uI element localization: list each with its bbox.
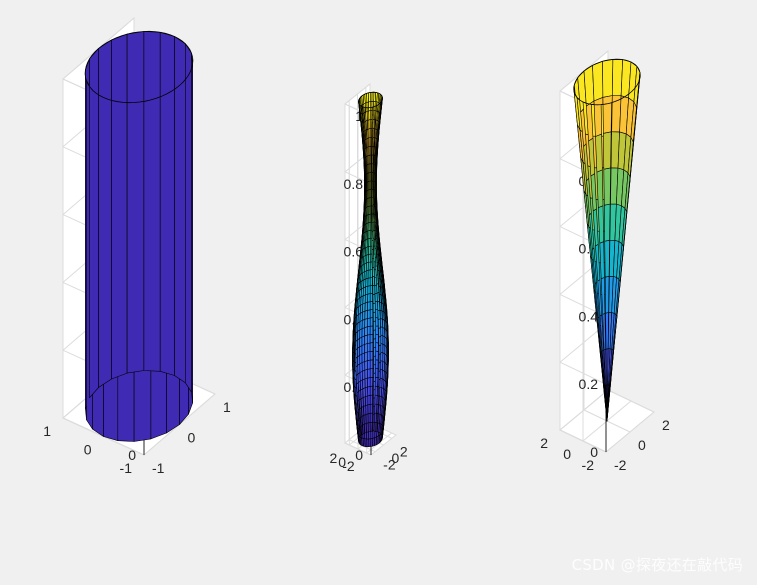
z-tick-label: 0 xyxy=(128,447,136,463)
surface-face xyxy=(359,345,363,356)
surface-face xyxy=(367,377,371,388)
y-tick-label: 0 xyxy=(563,446,571,462)
surface-face xyxy=(361,361,366,372)
z-tick-label: 0.8 xyxy=(344,176,364,192)
surface-face xyxy=(361,352,366,363)
surface-face xyxy=(364,351,368,362)
y-tick-label: 2 xyxy=(330,450,338,466)
surface-rim xyxy=(84,30,194,104)
z-tick-label: 0.2 xyxy=(579,376,599,392)
x-tick-label: 0 xyxy=(188,430,196,446)
surface-face xyxy=(367,293,371,303)
x-tick-label: 0 xyxy=(638,437,646,453)
surface-face xyxy=(375,317,379,327)
z-tick-label: 0.4 xyxy=(579,308,599,324)
y-tick-label: 1 xyxy=(43,423,51,439)
surface-face xyxy=(367,403,371,415)
surface-face xyxy=(369,325,374,335)
surface-face xyxy=(367,285,371,295)
surface-face xyxy=(364,326,368,337)
surface-cone xyxy=(573,58,641,422)
surface-face xyxy=(191,52,193,404)
surface-face xyxy=(369,301,374,311)
watermark: CSDN @探夜还在敲代码 xyxy=(571,556,743,574)
surface-face xyxy=(367,412,371,424)
y-tick-label: -2 xyxy=(582,457,595,473)
axes-cone: 00.20.40.60.81-202-202 xyxy=(540,49,670,473)
axes-cylinder: 00.20.40.60.81-101-101 xyxy=(43,16,231,476)
surface-face xyxy=(367,394,371,406)
surface-face xyxy=(369,333,374,344)
z-tick-label: 1 xyxy=(355,108,363,124)
surface-face xyxy=(367,317,371,328)
surface-face xyxy=(375,325,379,335)
surface-face xyxy=(367,309,371,319)
y-tick-label: 2 xyxy=(540,435,548,451)
surface-face xyxy=(369,376,374,387)
surface-face xyxy=(369,359,374,370)
surface-face xyxy=(361,318,366,329)
grid-line xyxy=(605,411,655,453)
surface-face xyxy=(367,359,371,370)
surface-rim xyxy=(573,58,641,106)
x-tick-label: 2 xyxy=(400,443,408,459)
z-tick-label: 0 xyxy=(590,444,598,460)
x-tick-label: 1 xyxy=(223,399,231,415)
x-tick-label: 0 xyxy=(392,450,400,466)
surface-face xyxy=(366,325,371,336)
surface-face xyxy=(143,31,161,372)
surface-face xyxy=(361,327,366,338)
surface-face xyxy=(126,31,145,374)
y-tick-label: -2 xyxy=(342,458,355,474)
surface-face xyxy=(364,368,368,380)
surface-face xyxy=(369,309,374,319)
surface-face xyxy=(364,377,368,389)
axes-hourglass: 00.20.40.60.81-202-202 xyxy=(330,82,408,474)
surface-face xyxy=(367,301,371,311)
surface-face xyxy=(364,334,368,345)
surface-face xyxy=(89,48,99,399)
x-tick-label: 2 xyxy=(662,417,670,433)
surface-face xyxy=(366,351,371,361)
surface-face xyxy=(602,59,614,98)
z-tick-label: 0.6 xyxy=(344,244,364,260)
z-tick-label: 0 xyxy=(355,447,363,463)
surface-face xyxy=(375,342,379,352)
surface-face xyxy=(375,350,379,361)
surface-hourglass xyxy=(352,91,389,448)
surface-face xyxy=(364,309,368,320)
surface-face xyxy=(159,31,175,376)
surface-face xyxy=(361,344,365,355)
surface-face xyxy=(369,368,374,378)
surface-face xyxy=(185,43,192,393)
grid-line xyxy=(559,389,609,431)
surface-face xyxy=(375,359,379,370)
surface-face xyxy=(366,334,371,344)
surface-face xyxy=(367,368,371,379)
surface-face xyxy=(367,277,371,287)
y-tick-label: 0 xyxy=(338,454,346,470)
surface-face xyxy=(364,343,368,354)
x-tick-label: -2 xyxy=(383,457,396,473)
y-tick-label: -1 xyxy=(120,460,133,476)
surface-face xyxy=(364,360,368,371)
surface-face xyxy=(361,335,365,346)
y-tick-label: 0 xyxy=(84,442,92,458)
surface-face xyxy=(375,333,379,344)
surface-face xyxy=(367,386,371,397)
surface-face xyxy=(367,269,371,279)
surface-cylinder xyxy=(84,30,194,442)
x-tick-label: -1 xyxy=(152,460,165,476)
surface-face xyxy=(592,60,604,102)
surface-face xyxy=(369,350,374,361)
surface-face xyxy=(369,342,374,352)
x-tick-label: -2 xyxy=(614,457,627,473)
surface-face xyxy=(98,39,112,388)
surface-face xyxy=(369,317,374,327)
surface-face xyxy=(111,33,128,380)
surface-face xyxy=(366,342,371,353)
surface-rim xyxy=(358,91,383,109)
surface-face xyxy=(364,318,368,328)
